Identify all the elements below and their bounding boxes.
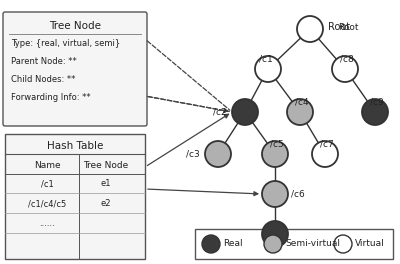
Circle shape (362, 99, 388, 125)
Text: /c3: /c3 (186, 149, 200, 158)
Circle shape (205, 141, 231, 167)
Circle shape (262, 141, 288, 167)
Text: Child Nodes: **: Child Nodes: ** (11, 76, 75, 84)
Circle shape (232, 99, 258, 125)
Circle shape (255, 56, 281, 82)
Text: /c1/c4/c5: /c1/c4/c5 (28, 200, 66, 209)
Text: Hash Table: Hash Table (47, 141, 103, 151)
Text: Type: {real, virtual, semi}: Type: {real, virtual, semi} (11, 40, 120, 49)
Text: /c9: /c9 (370, 97, 384, 106)
Circle shape (262, 221, 288, 247)
Circle shape (287, 99, 313, 125)
Text: /c7: /c7 (320, 139, 334, 148)
Circle shape (202, 235, 220, 253)
Circle shape (334, 235, 352, 253)
Circle shape (297, 16, 323, 42)
FancyBboxPatch shape (3, 12, 147, 126)
Text: /c6: /c6 (291, 190, 305, 199)
Text: e2: e2 (100, 200, 111, 209)
Text: /c5: /c5 (270, 139, 284, 148)
Circle shape (312, 141, 338, 167)
FancyBboxPatch shape (195, 229, 393, 259)
Text: Parent Node: **: Parent Node: ** (11, 58, 77, 67)
Text: ......: ...... (39, 219, 55, 229)
Text: Virtual: Virtual (355, 239, 385, 248)
Text: Tree Node: Tree Node (49, 21, 101, 31)
Text: /c1: /c1 (259, 54, 273, 64)
Text: /c8: /c8 (340, 54, 354, 64)
Text: Name: Name (34, 162, 60, 171)
Circle shape (264, 235, 282, 253)
FancyBboxPatch shape (5, 134, 145, 259)
Text: Root: Root (328, 22, 350, 32)
Text: Semi-virtual: Semi-virtual (285, 239, 340, 248)
Text: Forwarding Info: **: Forwarding Info: ** (11, 93, 91, 102)
Text: /c4: /c4 (295, 97, 309, 106)
Text: Tree Node: Tree Node (83, 162, 128, 171)
Text: Root: Root (338, 22, 358, 31)
Text: Real: Real (223, 239, 243, 248)
Text: /c1: /c1 (41, 180, 53, 188)
Text: /c2: /c2 (213, 107, 227, 116)
Text: e1: e1 (100, 180, 111, 188)
Circle shape (262, 181, 288, 207)
Circle shape (332, 56, 358, 82)
